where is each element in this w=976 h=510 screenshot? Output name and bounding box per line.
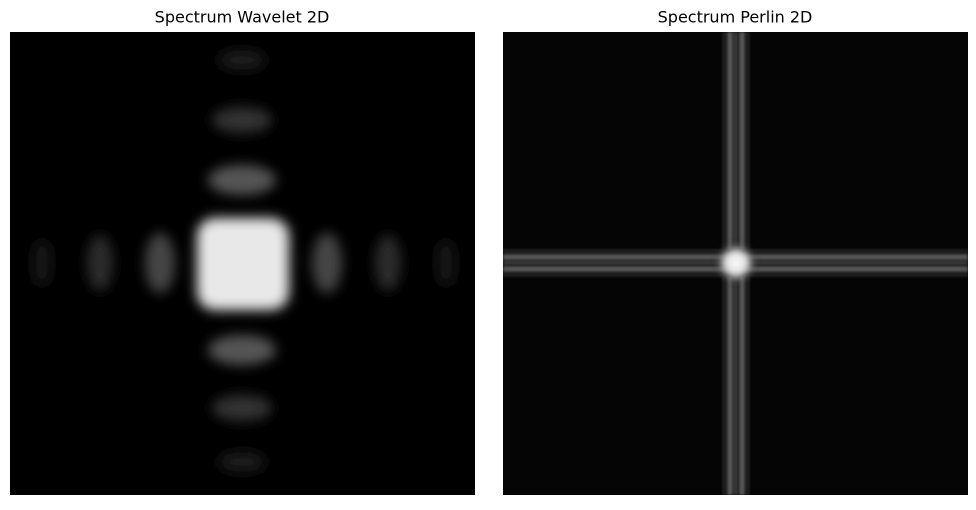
panel-title: Spectrum Wavelet 2D — [155, 8, 330, 27]
wavelet-spectrum-image — [10, 32, 475, 495]
panel-title: Spectrum Perlin 2D — [658, 8, 813, 27]
perlin-spectrum-image — [503, 32, 968, 495]
